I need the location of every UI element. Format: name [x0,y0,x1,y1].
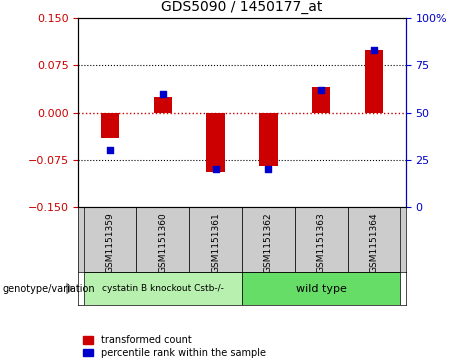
Title: GDS5090 / 1450177_at: GDS5090 / 1450177_at [161,0,323,15]
Point [318,87,325,93]
Bar [136,207,189,272]
Bar [259,113,278,166]
Bar [348,207,401,272]
Point [212,166,219,172]
Bar [83,207,136,272]
Bar [295,207,348,272]
Bar [207,113,225,172]
Text: GSM1151362: GSM1151362 [264,212,273,273]
Bar [101,113,119,138]
Text: GSM1151359: GSM1151359 [106,212,114,273]
Text: GSM1151363: GSM1151363 [317,212,326,273]
Point [159,91,166,97]
Legend: transformed count, percentile rank within the sample: transformed count, percentile rank withi… [83,335,266,358]
Bar [242,207,295,272]
Bar [83,272,242,305]
Bar [312,87,331,113]
Text: GSM1151361: GSM1151361 [211,212,220,273]
Text: wild type: wild type [296,284,347,294]
Point [106,147,114,153]
Bar [365,50,383,113]
Text: cystatin B knockout Cstb-/-: cystatin B knockout Cstb-/- [102,284,224,293]
Text: GSM1151360: GSM1151360 [158,212,167,273]
Point [370,47,378,53]
Text: GSM1151364: GSM1151364 [370,212,378,273]
Bar [154,97,172,113]
Bar [242,272,401,305]
Bar [189,207,242,272]
Point [265,166,272,172]
Text: genotype/variation: genotype/variation [2,284,95,294]
